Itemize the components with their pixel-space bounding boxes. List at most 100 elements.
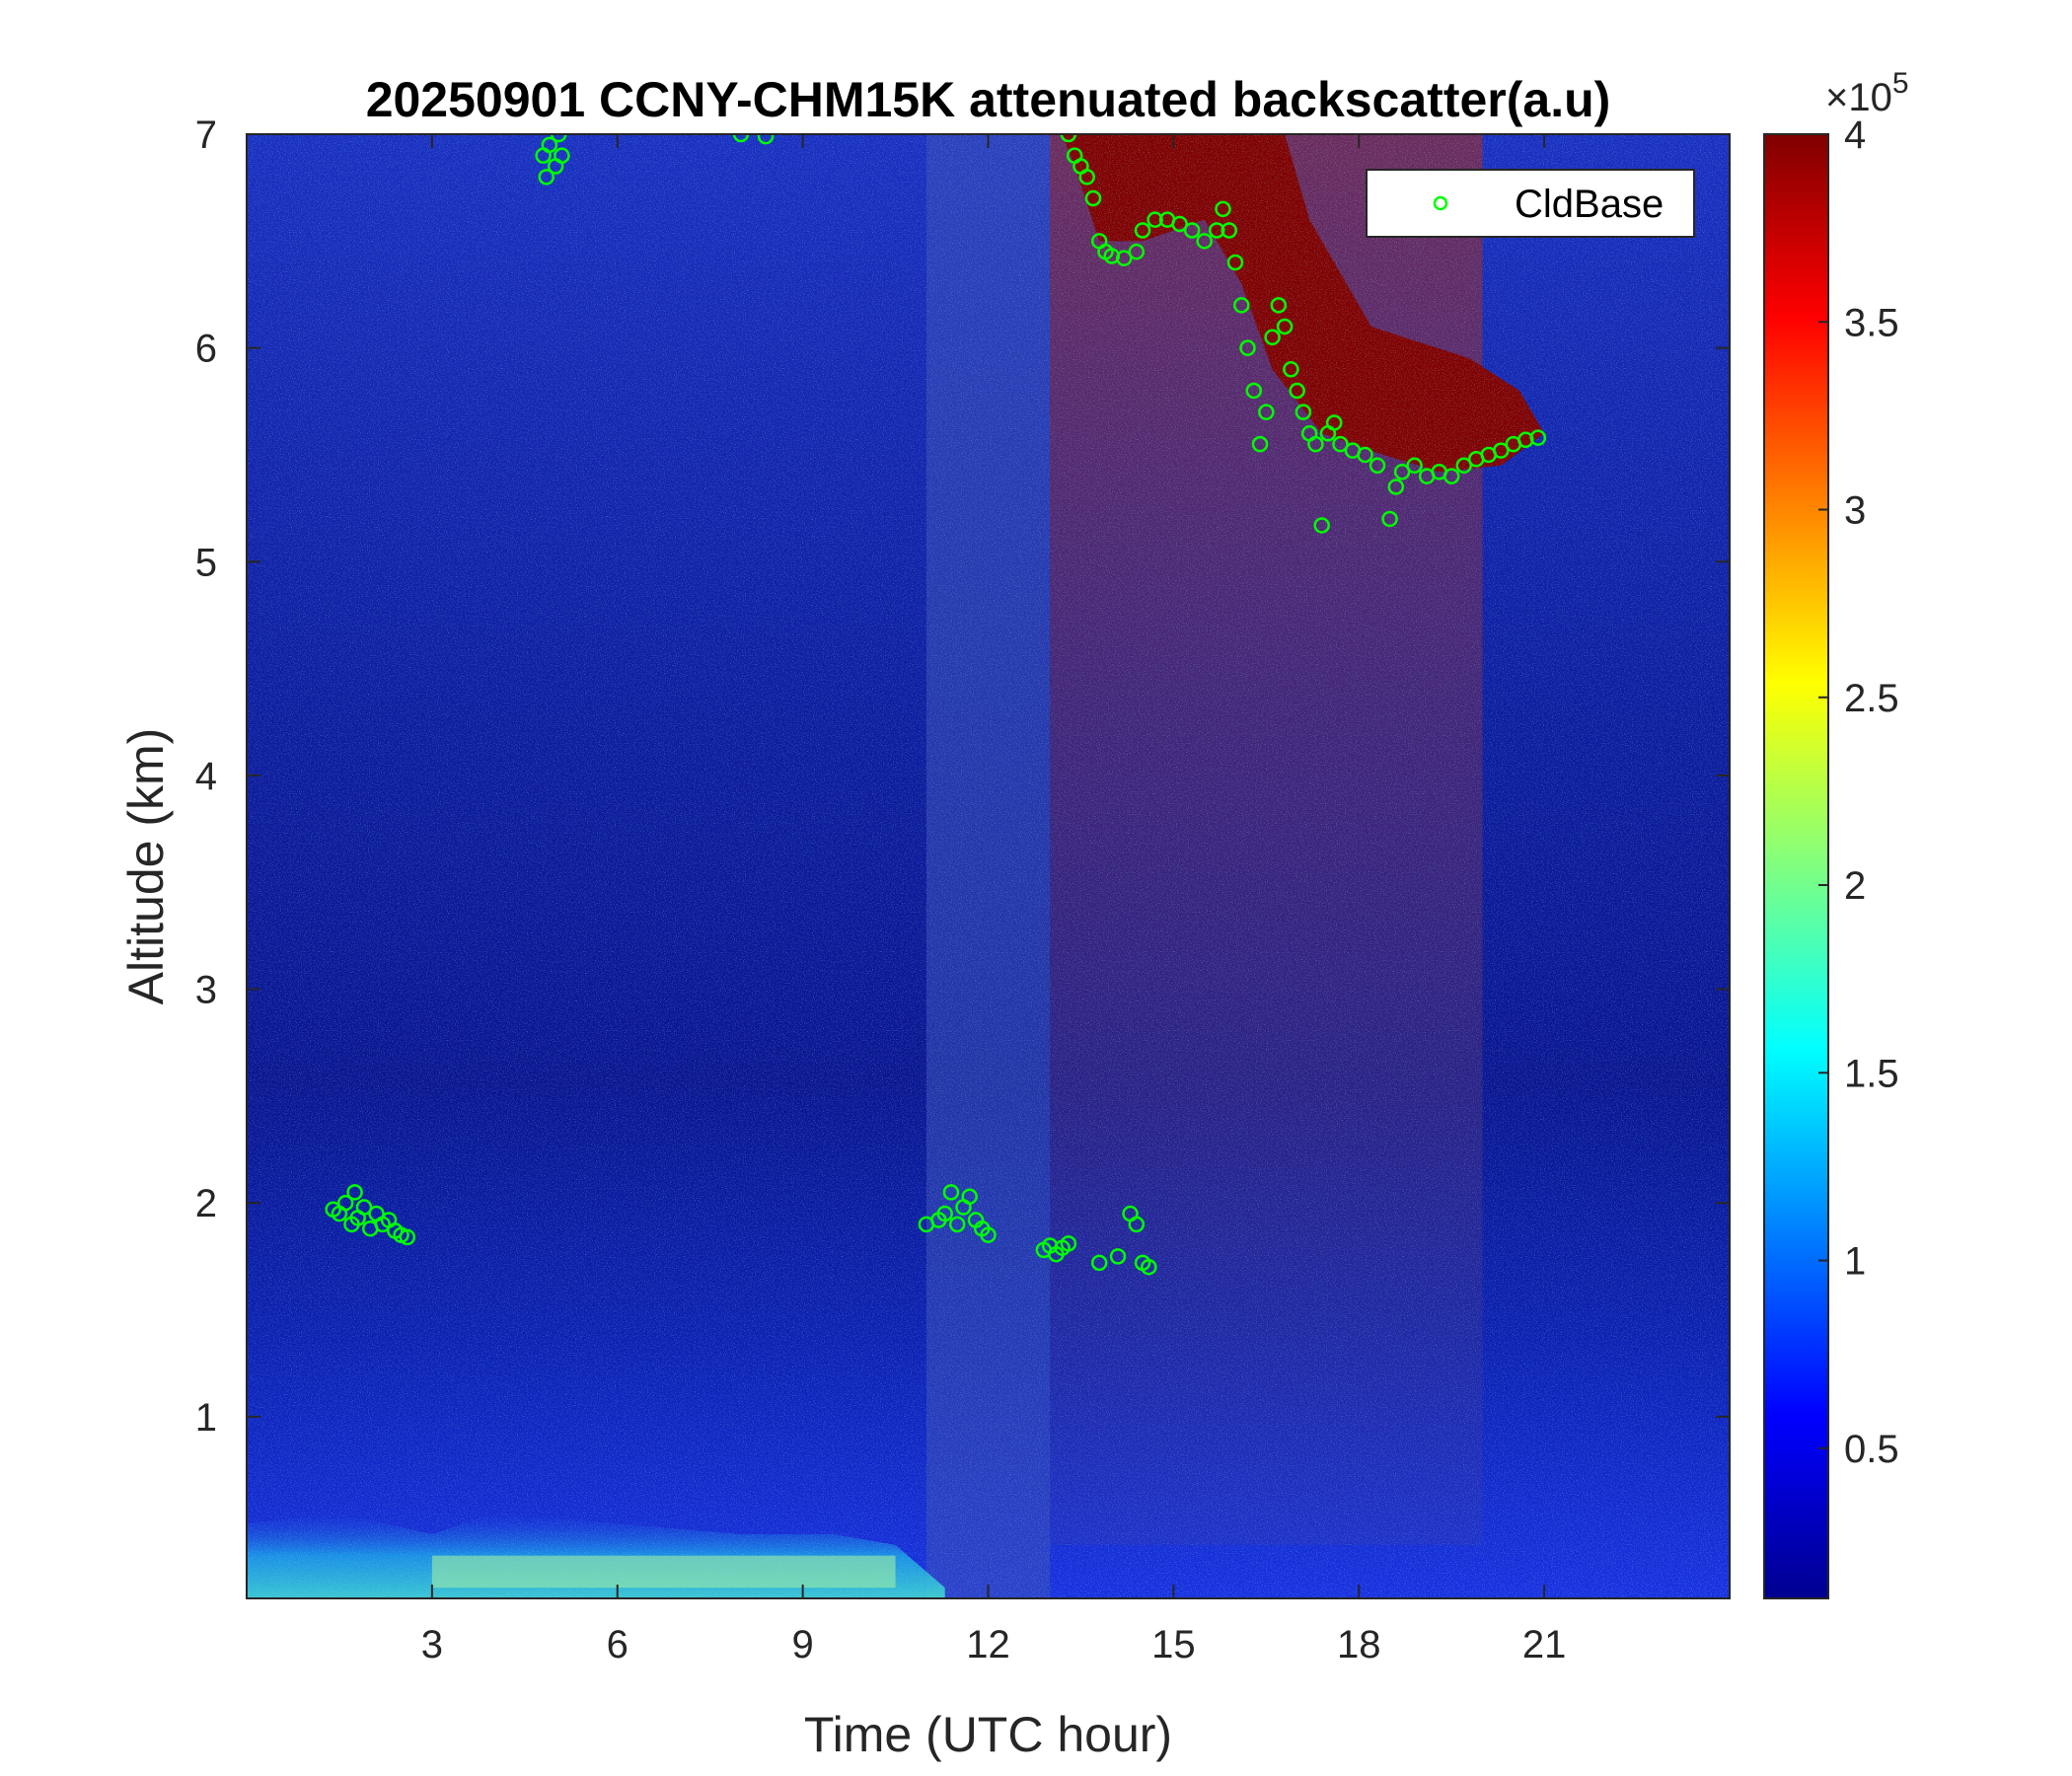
cldbase-point [961,1188,978,1205]
cldbase-point [936,1205,953,1222]
cldbase-point [980,1226,997,1243]
cldbase-point [1325,414,1343,431]
legend: CldBase [1366,169,1695,238]
cldbase-point [757,134,775,145]
cldbase-point [355,1199,373,1216]
colorbar-tick-label: 1 [1844,1240,1866,1284]
colorbar-multiplier-exponent: 5 [1892,67,1909,100]
x-tick-label: 18 [1337,1623,1381,1666]
legend-box [1366,169,1695,238]
cldbase-point [1493,442,1510,459]
x-tick-label: 6 [607,1623,629,1666]
colorbar-tick-label: 4 [1844,113,1866,157]
cldbase-point [1283,361,1299,378]
colorbar-tick-label: 0.5 [1844,1428,1899,1471]
cldbase-point [1369,457,1386,475]
cldbase-point [1264,329,1281,346]
cldbase-point [1147,211,1163,228]
y-axis: 1 2 3 4 5 6 7 [195,113,1730,1440]
colorbar-multiplier: ×105 [1825,67,1909,119]
cldbase-point [1357,446,1373,464]
cldbase-point [1171,215,1188,233]
colorbar-tick-label: 3 [1844,489,1866,533]
cldbase-point [1196,233,1213,250]
cldbase-point [1060,134,1077,143]
cldbase-point [1307,435,1324,453]
heatmap-plot-area [246,133,1731,1599]
cldbase-point [1141,1258,1157,1276]
cldbase-point [1270,297,1288,314]
cldbase-point [1381,510,1398,528]
x-tick-label: 12 [966,1623,1010,1666]
cldbase-point [399,1228,416,1246]
x-axis-label: Time (UTC hour) [804,1707,1172,1762]
colorbar-tick-label: 2.5 [1844,677,1899,720]
y-tick-label: 6 [195,328,217,371]
y-axis-label: Altitude (km) [118,728,174,1005]
cldbase-point [1084,189,1102,207]
x-tick-label: 3 [421,1623,443,1666]
y-tick-label: 4 [195,755,217,798]
cldbase-point [538,169,555,185]
cldbase-point [1529,429,1547,446]
cldbase-point [1090,1254,1108,1272]
cldbase-point [1443,468,1460,484]
chart-title: 20250901 CCNY-CHM15K attenuated backscat… [366,72,1611,127]
cldbase-point [1221,222,1237,239]
cldbase-point [551,134,567,143]
cldbase-point [1233,297,1250,314]
cldbase-point [1332,435,1349,453]
cldbase-point [1183,222,1201,239]
cldbase-point [1295,404,1312,420]
y-tick-label: 3 [195,969,217,1012]
colorbar-multiplier-base: ×10 [1825,76,1892,119]
colorbar-tick-label: 1.5 [1844,1052,1899,1095]
cldbase-point [1226,254,1244,271]
cldbase-point [1060,1235,1077,1252]
colorbar: 0.5 1 1.5 2 2.5 3 3.5 4 ×105 [1763,67,1909,1599]
y-tick-label: 7 [195,113,217,157]
cldbase-point [1393,464,1411,481]
x-tick-label: 21 [1522,1623,1567,1666]
cldbase-point [1455,457,1472,475]
y-tick-label: 1 [195,1396,217,1440]
cldbase-point [732,134,750,143]
backscatter-heatmap [247,134,1730,1598]
cldbase-point [1387,479,1405,495]
cldbase-point [948,1216,966,1233]
cldbase-point [1239,339,1256,356]
cldbase-point [541,136,558,154]
x-tick-label: 9 [792,1623,814,1666]
cldbase-point [1078,169,1095,185]
cldbase-point [1215,200,1231,218]
cldbase-point [1313,517,1330,534]
cldbase-point [1134,222,1151,239]
colorbar-tick-label: 3.5 [1844,301,1899,344]
cldbase-point [1109,1248,1127,1265]
cldbase-point [1258,404,1275,420]
cldbase-point [1406,457,1423,475]
legend-marker-cldbase [1433,195,1448,211]
cldbase-point [336,1194,354,1212]
cldbase-point [1208,222,1225,239]
x-axis: 3 6 9 12 15 18 21 [421,134,1567,1666]
cldbase-point [1116,250,1133,266]
cldbase-point [1289,382,1305,400]
colorbar-ticks: 0.5 1 1.5 2 2.5 3 3.5 4 [1818,113,1899,1471]
colorbar-gradient [1763,133,1829,1599]
cldbase-point [554,147,570,164]
y-tick-label: 5 [195,541,217,584]
cldbase-point [1251,435,1269,453]
cldbase-point [1245,382,1263,400]
cloud-base-series [325,134,1547,1276]
y-tick-label: 2 [195,1182,217,1225]
cldbase-point [1128,243,1146,260]
cldbase-point [942,1184,960,1201]
heatmap-noise [247,134,1730,1598]
cldbase-point [1128,1216,1146,1233]
legend-label-cldbase: CldBase [1515,183,1664,226]
x-tick-label: 15 [1151,1623,1196,1666]
cldbase-point [1276,318,1294,335]
colorbar-tick-label: 2 [1844,864,1866,908]
